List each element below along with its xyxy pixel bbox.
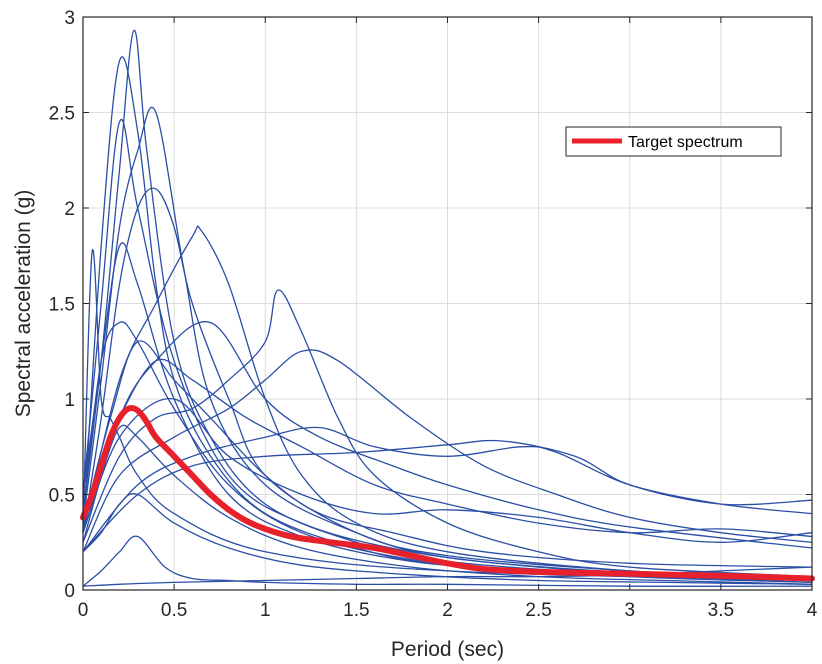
x-tick-label: 1	[260, 600, 271, 621]
x-tick-label: 0	[78, 600, 89, 621]
y-tick-label: 2	[64, 199, 75, 220]
x-tick-label: 0.5	[161, 600, 187, 621]
y-axis-label: Spectral acceleration (g)	[12, 190, 35, 418]
x-tick-label: 1.5	[343, 600, 369, 621]
legend-label-target-spectrum: Target spectrum	[628, 134, 743, 151]
record-spectrum-line	[82, 424, 813, 585]
target-spectrum-line	[80, 405, 815, 582]
record-spectrum-line	[82, 340, 813, 568]
y-tick-label: 1.5	[49, 295, 75, 316]
x-axis-label: Period (sec)	[391, 638, 504, 661]
grid-lines	[83, 17, 812, 590]
y-tick-label: 3	[64, 8, 75, 29]
x-tick-label: 3.5	[708, 600, 734, 621]
target-spectrum-layer	[80, 405, 815, 582]
x-tick-label: 2.5	[525, 600, 551, 621]
record-spectrum-line	[82, 493, 813, 585]
record-spectrum-line	[82, 187, 813, 580]
y-tick-label: 0	[64, 581, 75, 602]
record-spectrum-line	[82, 289, 813, 578]
x-tick-label: 4	[807, 600, 818, 621]
legend: Target spectrum	[565, 126, 782, 157]
record-spectrum-line	[82, 349, 813, 553]
y-tick-label: 2.5	[49, 104, 75, 125]
record-spectrum-line	[82, 248, 813, 582]
record-spectrum-line	[82, 225, 813, 580]
record-spectrum-line	[82, 398, 813, 543]
record-spectrum-line	[82, 29, 813, 582]
y-axis-ticks: 0 0.5 1 1.5 2 2.5 3	[49, 8, 812, 602]
x-tick-label: 3	[624, 600, 635, 621]
y-tick-label: 1	[64, 390, 75, 411]
x-tick-label: 2	[442, 600, 453, 621]
x-axis-ticks: 0 0.5 1 1.5 2 2.5 3 3.5 4	[78, 17, 818, 621]
y-tick-label: 0.5	[49, 486, 75, 507]
record-spectrum-line	[82, 439, 813, 553]
